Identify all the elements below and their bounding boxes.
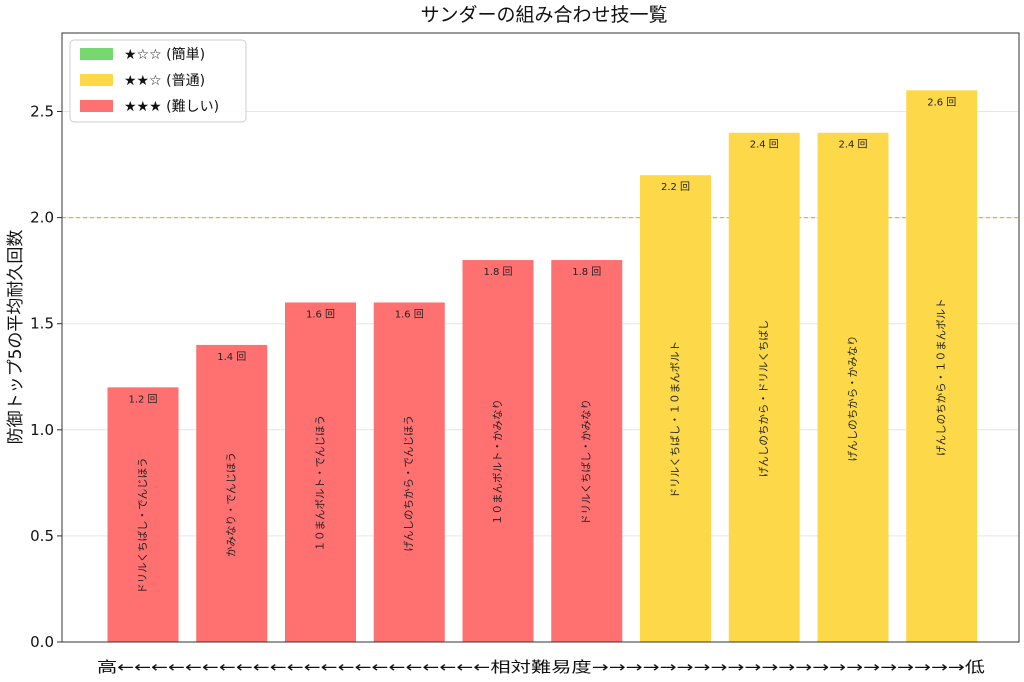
bar <box>728 132 800 643</box>
bar <box>817 132 889 643</box>
bar <box>551 260 623 642</box>
bar-category-label: １０まんボルト・でんじほう <box>315 415 327 552</box>
bar-category-label: げんしのちから・かみなり <box>847 335 859 461</box>
x-axis-label: 高←←←←←←←←←←←←←←←←←←←←←←相対難易度→→→→→→→→→→→→… <box>97 658 985 676</box>
bar <box>196 344 268 642</box>
bar-category-label: ドリルくちばし・１０まんボルト <box>670 341 682 499</box>
bar <box>640 175 711 643</box>
bar-category-label: げんしのちから・でんじほう <box>403 415 415 552</box>
bar-value-label: 1.6 回 <box>306 308 335 320</box>
bar-value-label: 1.2 回 <box>128 393 157 405</box>
plot-frame <box>61 32 1020 643</box>
legend-box <box>69 39 247 123</box>
bar <box>107 387 179 642</box>
bar-category-label: げんしのちから・ドリルくちばし <box>758 320 770 478</box>
bar-value-label: 1.6 回 <box>395 308 424 320</box>
bar-category-label: げんしのちから・１０まんボルト <box>936 298 948 456</box>
legend-swatch <box>80 74 113 86</box>
y-axis-label: 防御トップ5の平均耐久回数 <box>6 230 26 445</box>
bar <box>373 302 445 642</box>
bar <box>462 260 534 642</box>
legend-swatch <box>80 100 113 112</box>
axes-layer: 0.0 0.5 1.0 1.5 2.0 2.5 <box>30 32 1020 651</box>
bar-category-label: ドリルくちばし・でんじほう <box>137 457 149 594</box>
bar <box>906 90 978 643</box>
legend-label: ★★☆ (普通) <box>124 73 205 89</box>
bar-category-label: かみなり・でんじほう <box>226 452 238 557</box>
bar-value-label: 1.8 回 <box>572 266 601 278</box>
bar-category-label: １０まんボルト・かみなり <box>492 399 504 525</box>
y-tick-label: 1.0 <box>30 421 54 439</box>
legend-label: ★★★ (難しい) <box>124 99 219 115</box>
y-tick-label: 1.5 <box>30 315 54 333</box>
bar-value-label: 2.6 回 <box>927 96 956 108</box>
bar-value-label: 1.8 回 <box>483 266 512 278</box>
y-tick-label: 2.5 <box>30 103 54 121</box>
chart-title: サンダーの組み合わせ技一覧 <box>420 4 667 26</box>
bar-value-label: 2.2 回 <box>661 181 690 193</box>
legend: ★☆☆ (簡単) ★★☆ (普通) ★★★ (難しい) <box>69 39 247 123</box>
bar-value-label: 2.4 回 <box>750 139 779 151</box>
y-tick-label: 2.0 <box>30 209 54 227</box>
bar-value-label: 2.4 回 <box>838 139 867 151</box>
bar <box>285 302 356 642</box>
legend-label: ★☆☆ (簡単) <box>124 47 205 63</box>
bar-category-label: ドリルくちばし・かみなり <box>581 399 593 525</box>
y-tick-label: 0.5 <box>30 527 54 545</box>
y-tick-label: 0.0 <box>30 633 54 651</box>
legend-swatch <box>80 48 113 60</box>
bar-value-label: 1.4 回 <box>217 351 246 363</box>
